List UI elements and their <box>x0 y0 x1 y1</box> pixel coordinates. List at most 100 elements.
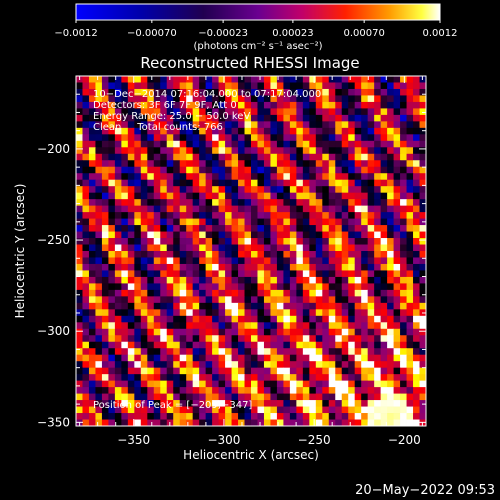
heatmap-cell <box>114 101 122 109</box>
heatmap-cell <box>121 380 129 388</box>
heatmap-cell <box>173 380 181 388</box>
heatmap-cell <box>127 335 135 343</box>
heatmap-cell <box>114 296 122 304</box>
heatmap-cell <box>212 419 219 426</box>
heatmap-cell <box>192 225 200 232</box>
heatmap-cell <box>101 218 109 226</box>
heatmap-cell <box>341 153 349 161</box>
heatmap-cell <box>225 231 232 239</box>
heatmap-cell <box>95 160 103 168</box>
heatmap-cell <box>393 179 401 187</box>
heatmap-cell <box>186 147 194 155</box>
heatmap-cell <box>283 192 291 200</box>
heatmap-cell <box>134 251 142 258</box>
heatmap-cell <box>302 387 310 394</box>
heatmap-cell <box>153 309 161 317</box>
heatmap-cell <box>367 276 375 284</box>
heatmap-cell <box>393 263 401 271</box>
heatmap-cell <box>147 289 155 297</box>
heatmap-cell <box>88 270 96 278</box>
heatmap-cell <box>212 406 219 414</box>
heatmap-cell <box>257 173 265 181</box>
heatmap-cell <box>361 361 369 369</box>
heatmap-cell <box>212 140 219 148</box>
heatmap-cell <box>335 95 343 103</box>
heatmap-cell <box>335 114 343 122</box>
heatmap-cell <box>283 348 291 356</box>
heatmap-cell <box>400 231 407 239</box>
heatmap-cell <box>88 192 96 200</box>
heatmap-cell <box>173 218 181 226</box>
heatmap-cell <box>315 82 323 90</box>
heatmap-cell <box>101 361 109 369</box>
heatmap-cell <box>95 309 103 317</box>
heatmap-cell <box>76 361 83 369</box>
heatmap-cell <box>140 147 148 155</box>
annotation-time-range: 10−Dec−2014 07:16:04.000 to 07:17:04.000 <box>93 89 321 100</box>
heatmap-cell <box>251 276 258 284</box>
heatmap-cell <box>244 199 252 207</box>
heatmap-cell <box>179 354 187 362</box>
heatmap-cell <box>283 101 291 109</box>
heatmap-cell <box>88 147 96 155</box>
heatmap-cell <box>302 400 310 407</box>
heatmap-cell <box>244 108 252 116</box>
heatmap-cell <box>192 76 200 83</box>
heatmap-cell <box>251 419 258 426</box>
heatmap-cell <box>108 276 116 284</box>
heatmap-cell <box>127 101 135 109</box>
heatmap-cell <box>218 289 226 297</box>
heatmap-cell <box>231 88 239 96</box>
heatmap-cell <box>199 367 207 375</box>
heatmap-cell <box>387 166 394 174</box>
heatmap-cell <box>302 393 310 401</box>
heatmap-cell <box>166 114 174 122</box>
heatmap-cell <box>406 212 414 219</box>
heatmap-cell <box>289 173 297 181</box>
heatmap-cell <box>419 179 426 187</box>
heatmap-cell <box>212 166 219 174</box>
heatmap-cell <box>88 251 96 258</box>
heatmap-cell <box>82 88 90 96</box>
heatmap-cell <box>374 400 382 407</box>
heatmap-cell <box>276 127 284 135</box>
heatmap-cell <box>134 140 142 148</box>
heatmap-cell <box>244 367 252 375</box>
heatmap-cell <box>393 315 401 323</box>
heatmap-cell <box>140 88 148 96</box>
heatmap-cell <box>309 238 317 245</box>
heatmap-cell <box>367 419 375 426</box>
heatmap-cell <box>393 393 401 401</box>
heatmap-cell <box>82 251 90 258</box>
heatmap-cell <box>244 82 252 90</box>
heatmap-cell <box>374 114 382 122</box>
heatmap-cell <box>153 140 161 148</box>
heatmap-cell <box>173 127 181 135</box>
heatmap-cell <box>186 186 194 194</box>
heatmap-cell <box>322 218 330 226</box>
annotations: 10−Dec−2014 07:16:04.000 to 07:17:04.000… <box>93 89 321 411</box>
heatmap-cell <box>400 276 407 284</box>
heatmap-cell <box>88 341 96 349</box>
heatmap-cell <box>199 225 207 232</box>
heatmap-cell <box>406 419 414 426</box>
heatmap-cell <box>289 153 297 161</box>
heatmap-cell <box>166 354 174 362</box>
heatmap-cell <box>413 121 420 129</box>
heatmap-cell <box>354 218 362 226</box>
heatmap-cell <box>153 108 161 116</box>
heatmap-cell <box>192 374 200 382</box>
heatmap-cell <box>257 380 265 388</box>
heatmap-cell <box>387 257 394 265</box>
heatmap-cell <box>354 251 362 258</box>
heatmap-cell <box>95 367 103 375</box>
heatmap-cell <box>153 387 161 394</box>
heatmap-cell <box>341 88 349 96</box>
heatmap-cell <box>289 76 297 83</box>
heatmap-cell <box>367 199 375 207</box>
heatmap-cell <box>361 199 369 207</box>
heatmap-cell <box>335 335 343 343</box>
heatmap-cell <box>173 263 181 271</box>
heatmap-cell <box>147 354 155 362</box>
heatmap-cell <box>315 335 323 343</box>
